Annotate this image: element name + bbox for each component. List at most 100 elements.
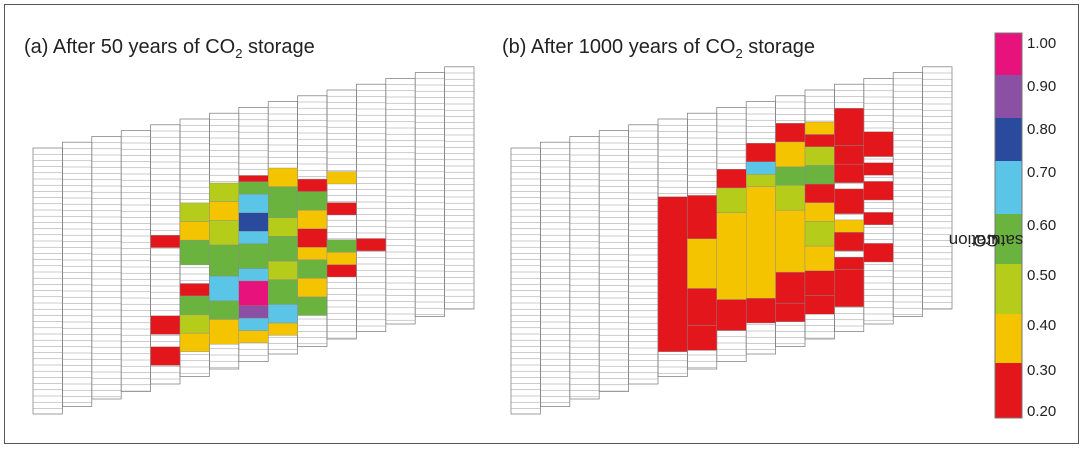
panel-a-saturation-cell bbox=[179, 239, 210, 266]
panel-b-saturation-cell bbox=[687, 238, 718, 289]
panel-a-saturation-cell bbox=[238, 268, 269, 282]
panel-b-saturation-cell bbox=[775, 185, 806, 211]
panel-b-saturation-cell bbox=[834, 145, 865, 165]
panel-a-saturation-cell bbox=[150, 315, 181, 335]
figure-frame bbox=[4, 4, 1079, 444]
panel-b-saturation-cell bbox=[804, 146, 835, 166]
panel-a-saturation-cell bbox=[268, 217, 298, 237]
panel-a-saturation-cell bbox=[326, 202, 357, 216]
panel-a-saturation-cell bbox=[209, 319, 239, 345]
colorbar-swatch bbox=[995, 214, 1022, 264]
panel-a-saturation-cell bbox=[326, 264, 357, 278]
colorbar-border bbox=[994, 32, 1023, 419]
colorbar-swatch bbox=[995, 264, 1022, 314]
panel-b-saturation-cell bbox=[863, 162, 894, 176]
grid-column bbox=[628, 124, 659, 385]
panel-b-saturation-cell bbox=[834, 256, 865, 270]
panel-b-saturation-cell bbox=[746, 142, 776, 162]
panel-a-saturation-cell bbox=[179, 202, 210, 222]
panel-a-grid bbox=[32, 66, 475, 415]
panel-b-saturation-cell bbox=[687, 288, 718, 326]
panel-b-saturation-cell bbox=[834, 108, 865, 146]
panel-a-saturation-cell bbox=[268, 304, 298, 324]
panel-b-saturation-cell bbox=[863, 181, 894, 201]
panel-b-saturation-cell bbox=[716, 187, 747, 213]
panel-a-saturation-cell bbox=[297, 278, 328, 298]
panel-b-saturation-cell bbox=[716, 299, 747, 331]
grid-column bbox=[385, 78, 416, 325]
panel-b-saturation-cell bbox=[746, 173, 776, 187]
colorbar-tick-0-20: 0.20 bbox=[1027, 403, 1057, 420]
panel-a-saturation-cell bbox=[209, 300, 239, 320]
panel-a-saturation-cell bbox=[238, 317, 269, 331]
panel-b-saturation-cell bbox=[804, 270, 835, 296]
colorbar-tick-0-50: 0.50 bbox=[1027, 267, 1057, 284]
panel-a-saturation-cell bbox=[238, 212, 269, 232]
colorbar-swatch bbox=[995, 33, 1022, 75]
panel-b-saturation-cell bbox=[863, 243, 894, 263]
grid-column bbox=[863, 78, 894, 325]
panel-b-saturation-cell bbox=[657, 196, 688, 352]
panel-b-saturation-cell bbox=[804, 121, 835, 135]
panel-a-saturation-cell bbox=[297, 296, 328, 316]
grid-column bbox=[32, 147, 63, 415]
panel-a-saturation-cell bbox=[179, 283, 210, 297]
colorbar-swatch bbox=[995, 363, 1022, 418]
panel-a-saturation-cell bbox=[268, 260, 298, 280]
grid-column bbox=[444, 66, 475, 310]
panel-b-saturation-cell bbox=[863, 131, 894, 157]
colorbar-tick-0-80: 0.80 bbox=[1027, 121, 1057, 138]
panel-b-saturation-cell bbox=[804, 134, 835, 147]
colorbar-tick-1-00: 1.00 bbox=[1027, 35, 1057, 52]
colorbar-swatch bbox=[995, 75, 1022, 118]
panel-a-saturation-cell bbox=[238, 175, 269, 182]
colorbar bbox=[994, 32, 1023, 419]
panel-a-saturation-cell bbox=[238, 305, 269, 319]
panel-a-saturation-cell bbox=[297, 259, 328, 279]
panel-b-saturation-cell bbox=[775, 166, 806, 186]
colorbar-tick-0-90: 0.90 bbox=[1027, 78, 1057, 95]
panel-a-saturation-cell bbox=[238, 231, 269, 244]
panel-b-saturation-cell bbox=[687, 325, 718, 351]
grid-column bbox=[892, 72, 923, 317]
colorbar-tick-0-70: 0.70 bbox=[1027, 164, 1057, 181]
panel-a-saturation-cell bbox=[297, 228, 328, 248]
grid-column bbox=[414, 72, 445, 317]
panel-b-saturation-cell bbox=[746, 186, 776, 299]
panel-a-saturation-cell bbox=[238, 181, 269, 195]
panel-a-saturation-cell bbox=[238, 330, 269, 344]
panel-b-saturation-cell bbox=[804, 220, 835, 247]
panel-b-saturation-cell bbox=[775, 271, 806, 304]
panel-a-saturation-cell bbox=[268, 186, 298, 218]
panel-b-saturation-cell bbox=[804, 202, 835, 222]
panel-b-saturation-cell bbox=[687, 195, 718, 239]
panel-a-saturation-cell bbox=[268, 167, 298, 187]
panel-b-saturation-cell bbox=[834, 269, 865, 307]
panel-b-saturation-cell bbox=[716, 212, 747, 300]
panel-b-saturation-cell bbox=[775, 302, 806, 322]
colorbar-swatch bbox=[995, 161, 1022, 214]
panel-a-saturation-cell bbox=[326, 171, 357, 185]
colorbar-tick-0-60: 0.60 bbox=[1027, 217, 1057, 234]
panel-a-saturation-cell bbox=[238, 280, 269, 306]
panel-a-saturation-cell bbox=[179, 221, 210, 241]
panel-b-saturation-cell bbox=[804, 165, 835, 185]
panel-b-saturation-cell bbox=[746, 161, 776, 175]
panel-a-saturation-cell bbox=[209, 244, 239, 277]
panel-a-saturation-cell bbox=[209, 219, 239, 246]
panel-a-saturation-cell bbox=[297, 209, 328, 229]
grid-column bbox=[540, 141, 571, 407]
panel-a-saturation-cell bbox=[297, 247, 328, 260]
colorbar-swatch bbox=[995, 118, 1022, 161]
panel-b-saturation-cell bbox=[834, 163, 865, 183]
grid-column bbox=[62, 141, 93, 407]
panel-b-saturation-cell bbox=[834, 232, 865, 252]
panel-b-saturation-cell bbox=[775, 123, 806, 143]
panel-a-saturation-cell bbox=[297, 178, 328, 192]
panel-a-saturation-cell bbox=[268, 322, 298, 336]
panel-b-title: (b) After 1000 years of CO2 storage bbox=[502, 36, 815, 61]
colorbar-tick-0-40: 0.40 bbox=[1027, 317, 1057, 334]
panel-a-saturation-cell bbox=[268, 235, 298, 262]
grid-column bbox=[150, 124, 181, 385]
colorbar-label: CO 2 saturation bbox=[948, 231, 1024, 250]
